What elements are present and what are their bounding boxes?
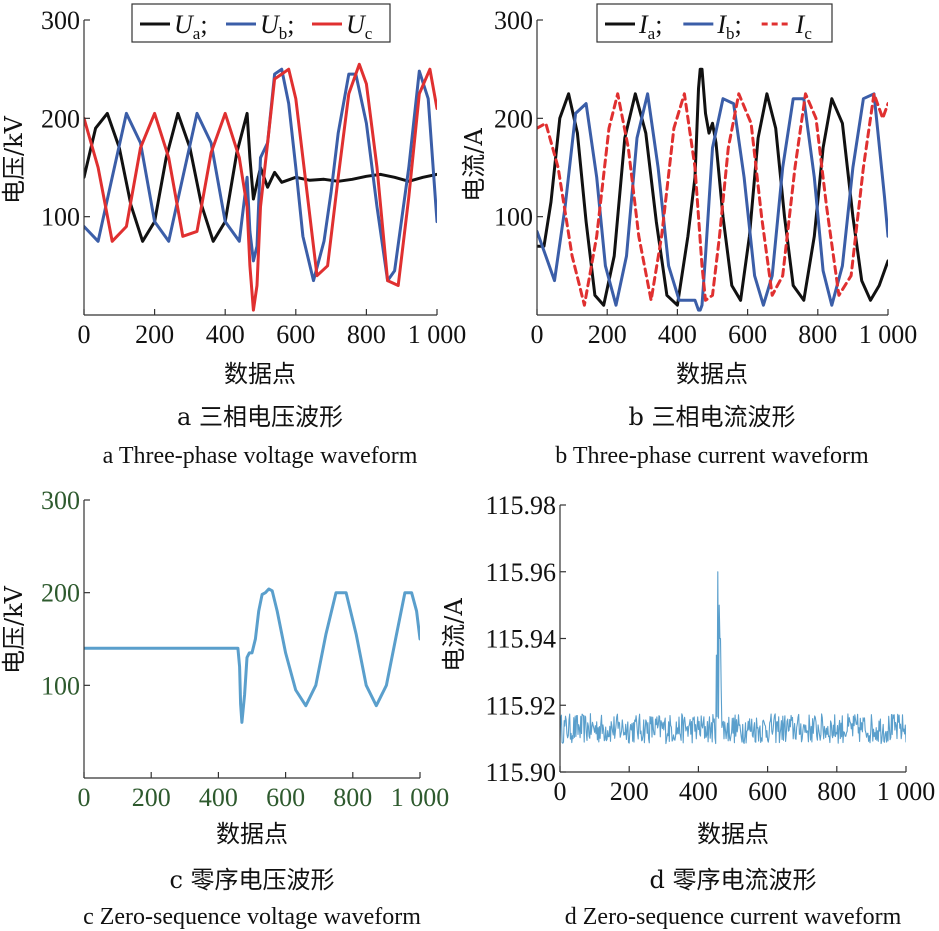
legend-label: Ib; bbox=[716, 10, 741, 43]
x-tick-label: 800 bbox=[333, 783, 372, 812]
x-tick-label: 400 bbox=[658, 320, 697, 349]
x-tick-label: 400 bbox=[679, 777, 718, 806]
panel-c: 0 200 400 600 800 1 000 100 200 300 电压/kV 数据点 c 零序电… bbox=[0, 486, 449, 930]
x-tick-label: 0 bbox=[554, 777, 567, 806]
series-Ua bbox=[84, 111, 437, 243]
x-tick-label: 1 000 bbox=[408, 320, 467, 349]
y-axis-label: 电压/kV bbox=[0, 585, 28, 674]
x-tick-label: 600 bbox=[276, 320, 315, 349]
legend-label: Ua; bbox=[174, 10, 208, 43]
caption-cn: c 零序电压波形 bbox=[169, 866, 334, 894]
legend-label: Ub; bbox=[260, 10, 295, 43]
caption-en: d Zero-sequence current waveform bbox=[565, 904, 902, 930]
caption-en: a Three-phase voltage waveform bbox=[103, 443, 418, 469]
x-axis-label: 数据点 bbox=[676, 360, 748, 388]
x-tick-label: 800 bbox=[817, 777, 856, 806]
caption-en: c Zero-sequence voltage waveform bbox=[83, 904, 421, 930]
y-tick-label: 115.90 bbox=[485, 758, 556, 787]
series-Ib bbox=[537, 92, 888, 312]
y-tick-label: 300 bbox=[41, 486, 80, 515]
legend-label: Uc bbox=[346, 10, 373, 43]
x-tick-label: 600 bbox=[728, 320, 767, 349]
x-tick-label: 0 bbox=[78, 320, 91, 349]
x-tick-label: 1 000 bbox=[877, 777, 936, 806]
x-tick-label: 0 bbox=[531, 320, 544, 349]
y-tick-label: 115.96 bbox=[485, 558, 556, 587]
caption-cn: a 三相电压波形 bbox=[177, 403, 343, 431]
y-tick-label: 115.94 bbox=[485, 625, 556, 654]
y-tick-label: 100 bbox=[41, 671, 80, 700]
y-tick-label: 100 bbox=[494, 203, 533, 232]
x-tick-label: 400 bbox=[206, 320, 245, 349]
x-tick-label: 200 bbox=[610, 777, 649, 806]
x-tick-label: 600 bbox=[266, 783, 305, 812]
legend-label: Ia; bbox=[638, 10, 662, 43]
x-tick-label: 1 000 bbox=[859, 320, 918, 349]
y-tick-label: 200 bbox=[494, 104, 533, 133]
x-tick-label: 800 bbox=[347, 320, 386, 349]
panel-d: 0 200 400 600 800 1 000 115.90 115.92 115.94 115.… bbox=[440, 491, 935, 930]
y-tick-label: 200 bbox=[41, 104, 80, 133]
series-I0 bbox=[560, 571, 906, 745]
x-tick-label: 200 bbox=[135, 320, 174, 349]
y-tick-label: 200 bbox=[41, 579, 80, 608]
panel-b: 0 200 400 600 800 1 000 100 200 300 电流/A 数据点 b 三相电流… bbox=[460, 3, 918, 469]
x-tick-label: 1 000 bbox=[391, 783, 450, 812]
panel-a: 0 200 400 600 800 1 000 100 200 300 电压/kV 数据点 a 三相电… bbox=[0, 3, 467, 469]
y-tick-label: 100 bbox=[41, 203, 80, 232]
y-axis-label: 电流/A bbox=[460, 128, 488, 202]
legend: Ua; Ub; Uc bbox=[131, 3, 391, 43]
x-tick-label: 800 bbox=[798, 320, 837, 349]
series-Ic bbox=[537, 92, 888, 307]
y-tick-label: 300 bbox=[494, 6, 533, 35]
x-tick-label: 400 bbox=[199, 783, 238, 812]
series-Uc bbox=[84, 62, 437, 312]
x-tick-label: 600 bbox=[748, 777, 787, 806]
caption-cn: d 零序电流波形 bbox=[650, 866, 817, 894]
x-axis-label: 数据点 bbox=[224, 360, 296, 388]
caption-en: b Three-phase current waveform bbox=[555, 443, 869, 469]
x-tick-label: 0 bbox=[78, 783, 91, 812]
y-axis-label: 电压/kV bbox=[0, 115, 28, 204]
x-tick-label: 200 bbox=[588, 320, 627, 349]
y-tick-label: 115.98 bbox=[485, 491, 556, 520]
legend-label: Ic bbox=[795, 10, 813, 43]
legend: Ia; Ib; Ic bbox=[596, 3, 833, 43]
caption-cn: b 三相电流波形 bbox=[629, 403, 796, 431]
x-axis-label: 数据点 bbox=[697, 820, 769, 848]
series-U0 bbox=[84, 587, 420, 724]
y-tick-label: 300 bbox=[41, 6, 80, 35]
x-tick-label: 200 bbox=[132, 783, 171, 812]
y-axis-label: 电流/A bbox=[440, 598, 468, 672]
series-Ub bbox=[84, 67, 437, 283]
y-tick-label: 115.92 bbox=[485, 691, 556, 720]
x-axis-label: 数据点 bbox=[216, 820, 288, 848]
